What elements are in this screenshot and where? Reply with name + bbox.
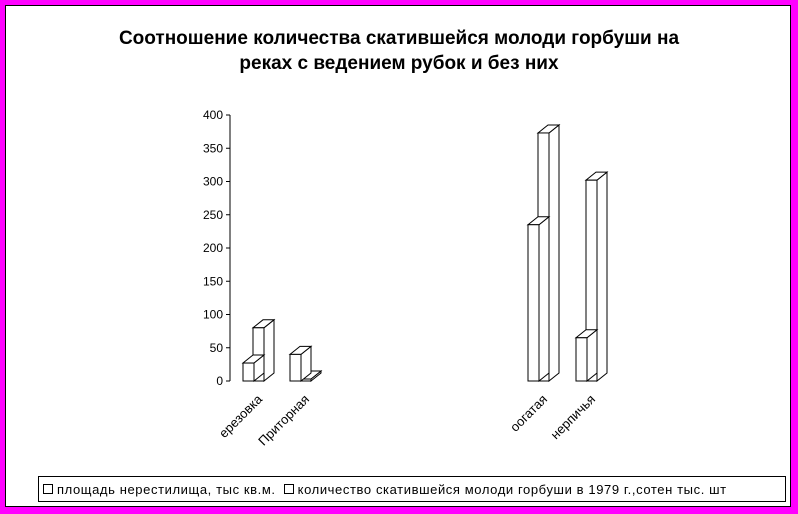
bar-fry-1-front	[252, 327, 265, 382]
y-tick-label-250: 250	[203, 208, 223, 222]
y-tick-label-100: 100	[203, 308, 223, 322]
bar-area-2-front	[289, 353, 302, 382]
chart-title-line-1: Соотношение количества скатившейся молод…	[118, 28, 680, 49]
category-label-1: ерезовка	[216, 391, 266, 441]
bar-area-1-front	[242, 362, 255, 382]
y-tick-label-50: 50	[210, 341, 224, 355]
chart-title-line-2: реках с ведением рубок и без них	[239, 53, 559, 74]
bar-area-4	[574, 328, 599, 383]
y-tick-label-200: 200	[203, 241, 223, 255]
chart-frame	[5, 5, 791, 507]
bar-fry-4-front	[585, 179, 598, 382]
legend: площадь нерестилища, тыс кв.м. количеств…	[38, 476, 786, 502]
legend-item-fry: количество скатившейся молоди горбуши в …	[283, 481, 727, 497]
y-tick-label-400: 400	[203, 108, 223, 122]
y-tick-label-350: 350	[203, 141, 223, 155]
y-tick-label-0: 0	[216, 374, 223, 388]
category-label-3: оогатая	[507, 392, 550, 435]
legend-swatch-area	[43, 484, 53, 494]
bar-fry-4	[584, 171, 609, 383]
bar-fry-3-side	[548, 123, 560, 383]
bar-fry-4-side	[596, 171, 608, 383]
category-label-2: Приторная	[255, 392, 312, 449]
legend-item-area: площадь нерестилища, тыс кв.м.	[43, 482, 276, 497]
y-tick-label-300: 300	[203, 175, 223, 189]
bar-area-1	[241, 354, 266, 383]
bars-layer	[241, 123, 609, 383]
bar-area-2	[288, 345, 313, 383]
bar-area-3-side	[538, 215, 550, 383]
legend-label-area: площадь нерестилища, тыс кв.м.	[57, 481, 276, 497]
category-label-4: нерпичья	[548, 392, 599, 443]
bar-area-4-side	[586, 328, 598, 383]
bar-area-3	[526, 215, 551, 383]
axis-layer	[226, 114, 231, 382]
y-tick-label-150: 150	[203, 274, 223, 288]
legend-label-fry: количество скатившейся молоди горбуши в …	[297, 481, 727, 497]
legend-swatch-fry	[283, 484, 294, 494]
bar-area-3-front	[527, 224, 540, 382]
chart-title: Соотношение количества скатившейся молод…	[0, 26, 798, 76]
bar-area-4-front	[575, 337, 588, 382]
bar-fry-1	[251, 318, 276, 383]
bar-fry-1-side	[263, 318, 275, 383]
